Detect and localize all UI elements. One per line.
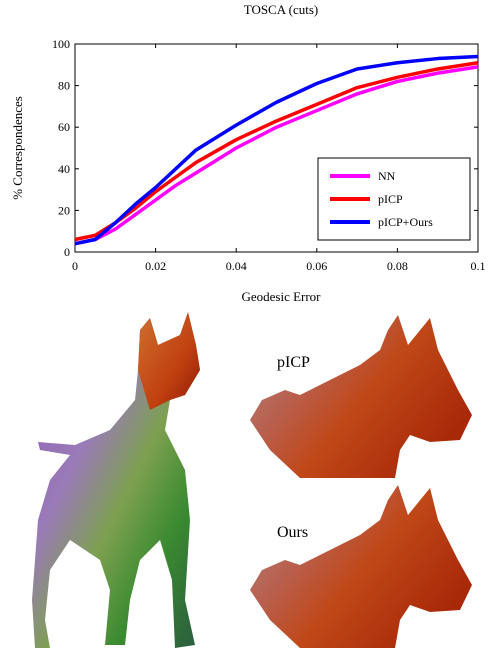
y-axis-label: % Correspondences (10, 96, 25, 200)
y-tick-label: 100 (52, 37, 70, 51)
y-tick-label: 80 (58, 79, 70, 93)
x-tick-label: 0.1 (471, 259, 486, 273)
y-tick-label: 40 (58, 162, 70, 176)
x-tick-label: 0.02 (145, 259, 166, 273)
legend-label: NN (378, 169, 396, 183)
y-tick-label: 20 (58, 203, 70, 217)
dog-cut-ours (250, 485, 472, 648)
y-tick-label: 60 (58, 120, 70, 134)
figure: TOSCA (cuts) Geodesic Error % Correspond… (0, 0, 488, 659)
x-tick-label: 0.06 (306, 259, 327, 273)
legend-label: pICP+Ours (378, 215, 433, 229)
dog-cut-picp (250, 315, 472, 478)
x-tick-label: 0 (72, 259, 78, 273)
chart-title: TOSCA (cuts) (244, 2, 319, 17)
annotation: pICP (277, 354, 310, 371)
x-tick-label: 0.08 (387, 259, 408, 273)
y-tick-label: 0 (64, 245, 70, 259)
dog-full-head (138, 312, 200, 410)
annotation: Ours (277, 524, 308, 541)
x-tick-label: 0.04 (226, 259, 247, 273)
shape-images (32, 312, 472, 648)
x-axis-label: Geodesic Error (241, 289, 321, 304)
legend-label: pICP (378, 192, 403, 206)
